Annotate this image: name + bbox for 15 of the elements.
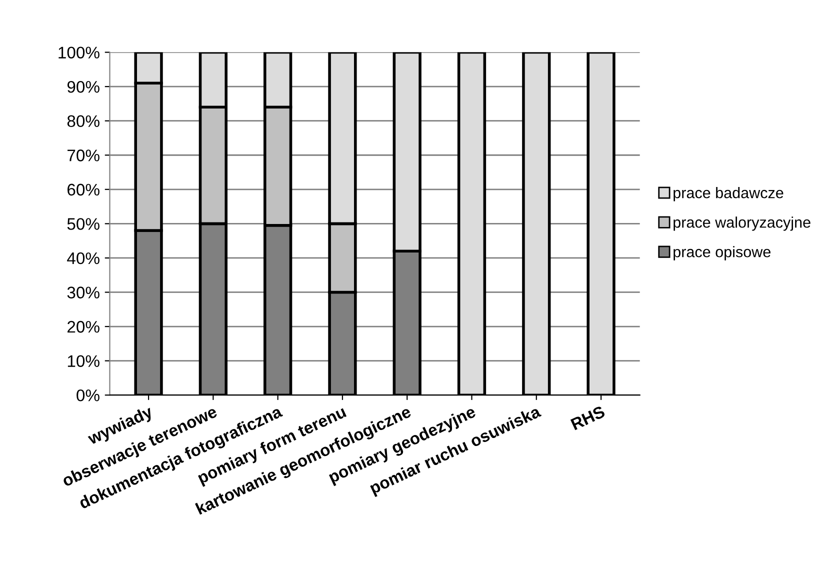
y-tick-label: 90%	[67, 80, 100, 93]
legend-label: prace waloryzacyjne	[674, 216, 810, 231]
y-tick-label: 0%	[76, 389, 100, 402]
x-tick-label: RHS	[570, 405, 606, 430]
y-tick-label: 20%	[68, 320, 100, 333]
legend-label: prace opisowe	[674, 246, 770, 260]
y-tick-label: 10%	[68, 355, 100, 368]
y-tick-label: 70%	[68, 150, 100, 162]
y-tick-label: 100%	[58, 46, 100, 58]
y-tick-label: 30%	[67, 286, 100, 298]
y-tick-label: 60%	[68, 184, 100, 196]
y-tick-label: 40%	[67, 252, 100, 264]
legend-label: prace badawcze	[674, 187, 784, 202]
y-tick-label: 80%	[67, 115, 100, 128]
y-tick-label: 50%	[67, 218, 100, 230]
